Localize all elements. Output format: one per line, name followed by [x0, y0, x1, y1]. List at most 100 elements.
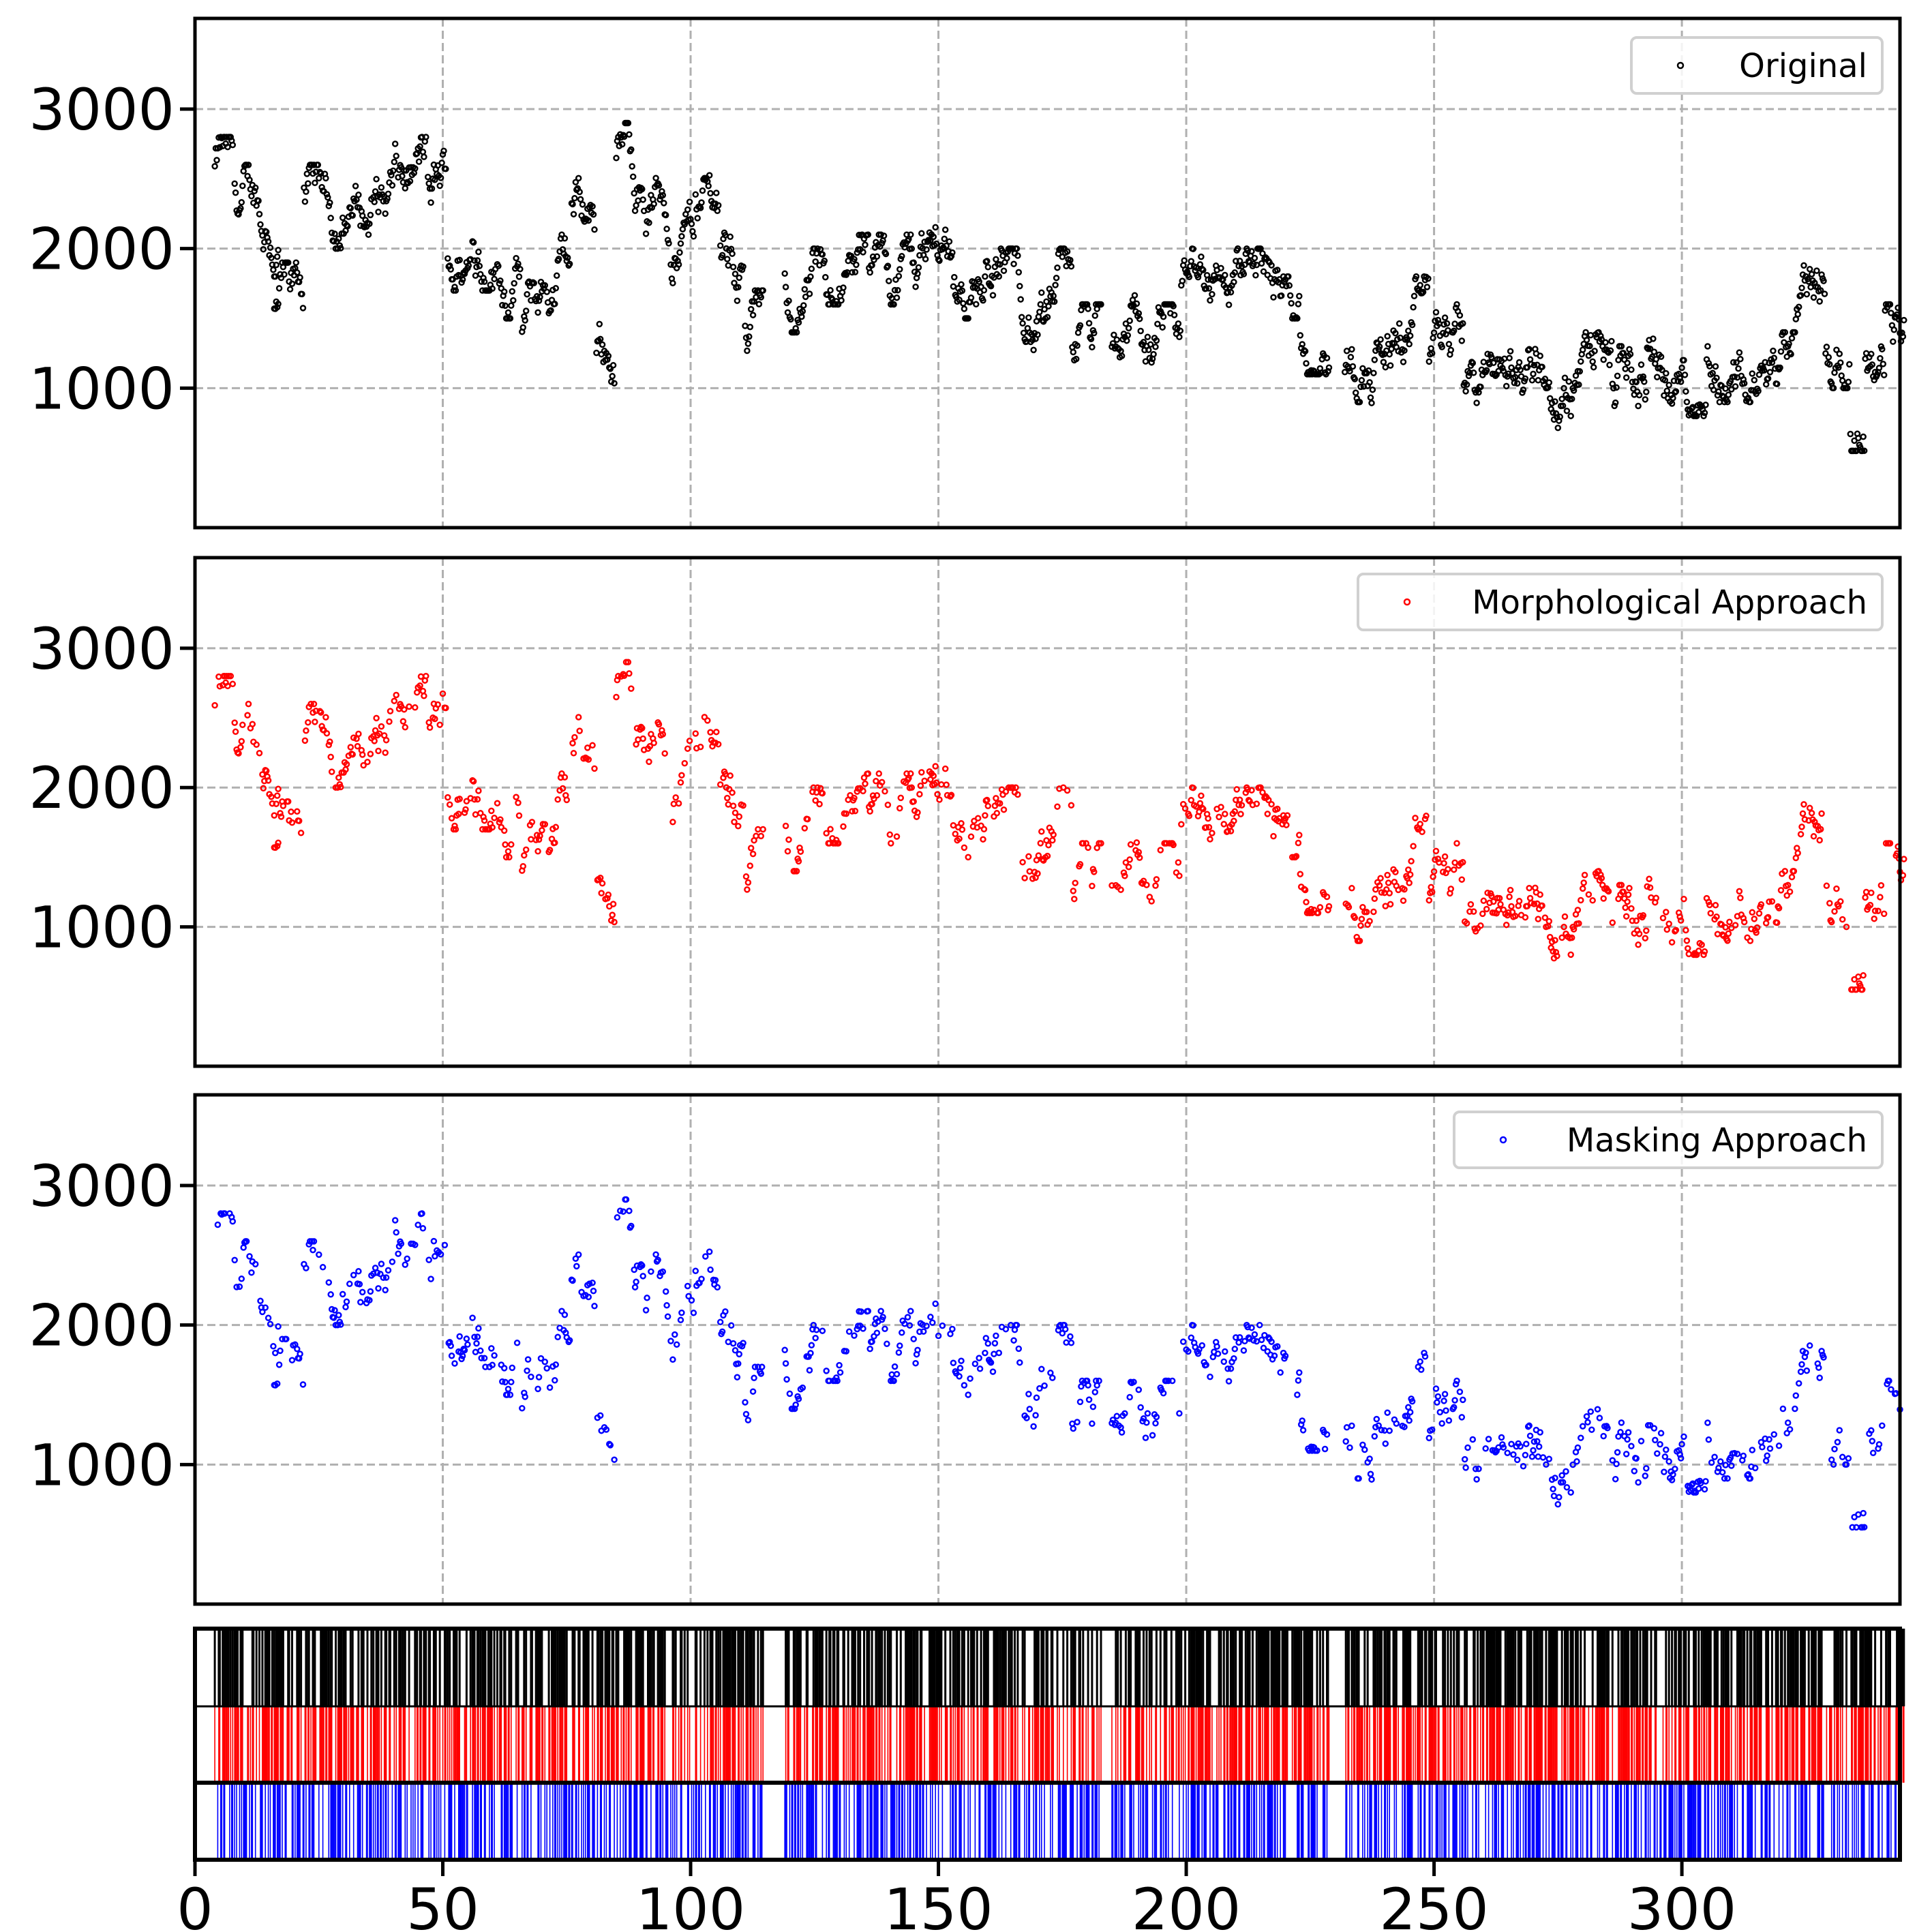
data-point [491, 815, 498, 821]
data-point [808, 1342, 815, 1349]
data-point [597, 335, 604, 343]
data-point [684, 206, 691, 213]
data-point [965, 315, 971, 322]
data-point [1013, 245, 1021, 252]
data-point [297, 1350, 303, 1357]
data-point [1635, 941, 1642, 948]
data-point [706, 172, 713, 179]
data-point [916, 791, 923, 798]
data-point [1392, 330, 1399, 337]
data-point [506, 854, 513, 861]
data-point [1747, 399, 1754, 406]
data-point [670, 800, 678, 808]
data-point [938, 781, 945, 788]
data-point [596, 320, 603, 328]
data-point [1657, 1430, 1665, 1437]
data-point [914, 1346, 921, 1354]
data-point [459, 276, 466, 283]
data-point [552, 301, 558, 307]
data-point [270, 1343, 277, 1350]
data-point [851, 269, 859, 275]
data-point [1803, 1367, 1811, 1374]
data-point [1085, 1382, 1091, 1389]
data-point [569, 1277, 576, 1284]
data-point [639, 196, 646, 203]
data-point [1091, 869, 1098, 875]
data-point [1650, 1425, 1658, 1432]
data-point [1810, 294, 1817, 301]
data-point [417, 143, 423, 150]
data-point [1886, 840, 1894, 847]
data-point [1755, 387, 1762, 395]
data-point [1157, 847, 1164, 854]
data-point [1036, 1385, 1043, 1392]
data-point [477, 1347, 484, 1355]
data-point [1700, 412, 1707, 420]
data-point [822, 273, 829, 281]
data-point [214, 1221, 222, 1228]
data-point [1665, 920, 1672, 927]
data-point [1190, 1322, 1196, 1329]
data-point [749, 312, 757, 318]
data-point [648, 1268, 654, 1275]
data-point [1126, 317, 1133, 324]
data-point [1611, 402, 1618, 410]
data-point [1436, 859, 1443, 866]
data-point [342, 766, 349, 773]
data-point [1045, 303, 1052, 310]
data-point [1886, 301, 1894, 308]
data-point [1216, 813, 1222, 821]
data-point [1458, 337, 1466, 344]
data-point [570, 750, 577, 757]
data-point [1710, 387, 1717, 393]
data-point [337, 1321, 344, 1328]
data-point [930, 772, 937, 779]
data-point [213, 157, 220, 164]
data-point [1833, 885, 1840, 892]
data-point [1871, 907, 1879, 914]
data-point [1901, 316, 1907, 324]
data-point [684, 1282, 691, 1290]
data-point [821, 257, 828, 265]
data-point [244, 712, 251, 719]
data-point [211, 701, 218, 709]
data-point [746, 333, 753, 340]
data-point [611, 918, 618, 926]
data-point [1759, 1444, 1766, 1451]
data-point [546, 847, 554, 854]
data-point [575, 714, 582, 721]
data-point [860, 1325, 866, 1332]
data-point [1170, 303, 1177, 310]
data-point [1683, 937, 1691, 944]
data-point [1737, 355, 1744, 363]
data-point [1251, 254, 1258, 262]
data-point [948, 791, 955, 799]
data-point [936, 796, 943, 803]
data-point [1701, 948, 1708, 955]
data-point [1559, 1479, 1567, 1485]
data-point [288, 1357, 296, 1363]
data-point [731, 271, 739, 277]
data-point [1209, 1353, 1217, 1361]
data-point [819, 789, 826, 797]
data-point [1578, 1434, 1584, 1441]
data-point [359, 1288, 366, 1296]
data-point [1135, 310, 1143, 317]
data-point [1480, 897, 1488, 905]
data-point [502, 302, 509, 310]
data-point [1436, 1408, 1444, 1416]
data-point [785, 297, 792, 304]
data-point [609, 901, 617, 907]
data-point [1152, 1420, 1159, 1427]
data-point [1646, 875, 1652, 883]
data-point [1250, 1337, 1257, 1344]
data-point [1133, 839, 1141, 846]
data-point [1463, 920, 1470, 927]
data-point [873, 778, 879, 785]
data-point [982, 1349, 988, 1357]
data-point [294, 269, 301, 276]
data-point [421, 693, 427, 699]
data-point [1405, 1404, 1412, 1411]
data-point [1013, 1321, 1021, 1329]
data-point [1412, 815, 1419, 821]
